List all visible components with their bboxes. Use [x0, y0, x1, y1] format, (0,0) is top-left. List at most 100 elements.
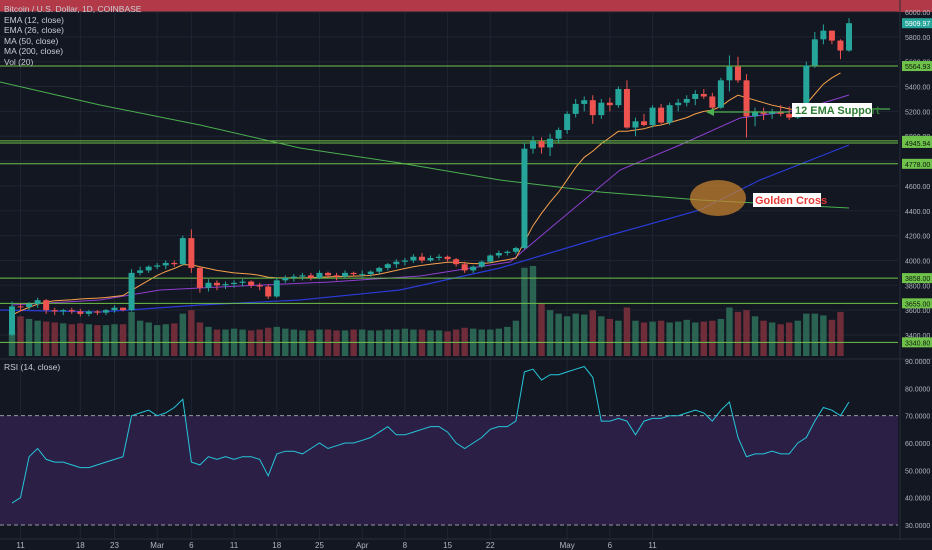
candle-body: [359, 274, 366, 276]
last-price-label: 5909.97: [905, 21, 930, 28]
candle-body: [94, 311, 101, 313]
level-tag-label: 3858.00: [905, 276, 930, 283]
candle-body: [803, 65, 810, 107]
time-tick-label: 6: [189, 541, 194, 550]
indicator-ma200[interactable]: MA (200, close): [4, 46, 64, 56]
level-tag-label: 3655.00: [905, 301, 930, 308]
level-tag-label: 4945.94: [905, 141, 930, 148]
rsi-tick-label: 80.0000: [905, 386, 930, 393]
level-tag-label: 3340.80: [905, 340, 930, 347]
candle-body: [85, 311, 92, 314]
volume-bar: [119, 324, 127, 356]
candle-body: [68, 310, 75, 312]
candle-body: [111, 307, 118, 311]
candle-body: [376, 267, 383, 272]
rsi-title: RSI (14, close): [4, 362, 61, 372]
horizontal-levels: [0, 65, 898, 343]
volume-bar: [51, 322, 58, 356]
candle-body: [367, 271, 374, 275]
price-tick-label: 6000.00: [905, 10, 930, 17]
candle-body: [598, 102, 605, 116]
ema12-line: [11, 72, 841, 316]
candle-body: [325, 272, 332, 276]
golden-cross-label-bg: [753, 193, 821, 207]
volume-bar: [598, 316, 605, 356]
candle-body: [769, 111, 776, 114]
volume-bar: [77, 323, 84, 356]
volume-bar: [820, 315, 827, 356]
time-tick-label: 11: [16, 541, 25, 550]
candle-body: [444, 256, 451, 260]
candle-body: [205, 282, 212, 288]
time-tick-label: 11: [648, 541, 657, 550]
candle-body: [179, 238, 186, 265]
candle-body: [9, 306, 15, 335]
price-tick-label: 3800.00: [905, 283, 930, 290]
level-tag: [902, 137, 932, 148]
candle-body: [837, 40, 844, 51]
rsi-tick-label: 50.0000: [905, 468, 930, 475]
volume-bar: [674, 321, 682, 356]
rsi-tick-label: 90.0000: [905, 359, 930, 366]
indicator-volume[interactable]: Vol (20): [4, 56, 34, 67]
indicator-ema12[interactable]: EMA (12, close): [4, 14, 64, 25]
time-tick-label: 22: [486, 541, 495, 550]
volume-bar: [162, 324, 169, 356]
volume-bar: [145, 322, 152, 356]
candle-body: [692, 93, 699, 99]
candle-body: [26, 303, 33, 308]
candle-body: [675, 102, 682, 106]
candle-body: [188, 238, 195, 268]
candle-body: [760, 111, 767, 114]
candle-body: [239, 281, 246, 283]
candle-body: [350, 272, 357, 275]
volume-bar: [572, 313, 579, 356]
level-tag: [902, 158, 932, 169]
candle-body: [470, 266, 477, 271]
candle-body: [137, 270, 144, 273]
rsi-legend[interactable]: RSI (14, close): [4, 362, 60, 373]
volume-bar: [743, 310, 750, 356]
volume-bar: [811, 313, 819, 356]
price-tick-label: 4000.00: [905, 258, 930, 265]
volume-bar: [563, 316, 571, 356]
volume-bar: [786, 322, 793, 356]
volume-bar: [700, 321, 708, 356]
candle-body: [171, 262, 178, 265]
candle-body: [222, 284, 229, 286]
symbol-title[interactable]: Bitcoin / U.S. Dollar, 1D, COINBASE: [4, 4, 142, 14]
volume-bar: [521, 267, 528, 356]
rsi-tick-label: 30.0000: [905, 523, 930, 530]
candle-body: [273, 280, 280, 297]
volume-bar: [828, 319, 836, 356]
time-tick-label: Mar: [150, 541, 164, 550]
indicator-ma50[interactable]: MA (50, close): [4, 35, 59, 46]
volume-bar: [179, 313, 187, 356]
candle-body: [256, 285, 263, 287]
candle-body: [410, 256, 417, 261]
candle-body: [529, 141, 536, 149]
candle-body: [34, 300, 41, 304]
rsi-band: [0, 415, 898, 525]
indicator-ema26[interactable]: EMA (26, close): [4, 25, 64, 35]
candle-body: [828, 30, 835, 41]
volume-bar: [632, 320, 639, 356]
candle-body: [213, 282, 220, 286]
candle-body: [734, 66, 741, 81]
candle-body: [384, 264, 391, 268]
volume-bar: [803, 313, 810, 356]
volume-bar: [649, 321, 656, 356]
volume-bar: [17, 316, 24, 356]
volume-bar: [42, 321, 50, 356]
level-tag: [902, 298, 932, 309]
candle-body: [487, 255, 494, 262]
candle-body: [641, 121, 648, 126]
candle-body: [700, 93, 707, 97]
volume-bar: [136, 320, 144, 356]
candle-body: [427, 257, 434, 261]
volume-bar: [94, 325, 101, 356]
volume-bar: [640, 322, 648, 356]
volume-bar: [666, 322, 673, 356]
